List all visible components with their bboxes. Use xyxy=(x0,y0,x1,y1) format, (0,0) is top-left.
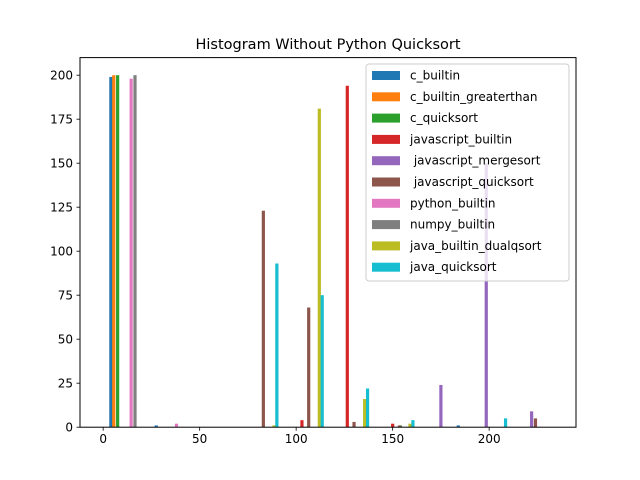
legend-swatch-c-builtin-greaterthan xyxy=(372,92,400,102)
legend-label-c-builtin: c_builtin xyxy=(410,69,460,83)
legend-label-python-builtin: python_builtin xyxy=(410,196,496,210)
bar-javascript-quicksort-3 xyxy=(397,425,402,428)
legend-label-javascript-quicksort: javascript_quicksort xyxy=(410,175,534,189)
bar-javascript-quicksort-1 xyxy=(307,307,311,428)
bar-java-quicksort-1 xyxy=(320,295,324,428)
bar-c-builtin-1 xyxy=(154,425,158,428)
bar-java-builtin-dualqsort-3 xyxy=(408,423,412,428)
bar-java-quicksort-4 xyxy=(503,418,508,428)
legend-label-numpy-builtin: numpy_builtin xyxy=(410,218,495,232)
x-tick-label: 200 xyxy=(478,432,501,446)
bar-javascript-builtin-2 xyxy=(391,423,395,428)
x-tick-label: 150 xyxy=(381,432,404,446)
y-axis: 0 25 50 75 100 125 150 175 200 xyxy=(50,69,80,435)
bar-javascript-builtin-0 xyxy=(300,420,304,428)
bar-java-quicksort-3 xyxy=(411,420,415,428)
bar-java-builtin-dualqsort-0 xyxy=(272,425,276,428)
legend-label-c-builtin-greaterthan: c_builtin_greaterthan xyxy=(410,90,537,104)
bar-numpy-builtin-0 xyxy=(133,75,137,428)
x-tick-label: 50 xyxy=(192,432,207,446)
bar-c-builtin-greaterthan-0 xyxy=(112,75,116,428)
legend-swatch-numpy-builtin xyxy=(372,220,400,230)
bar-c-quicksort-0 xyxy=(116,75,120,428)
legend-swatch-c-quicksort xyxy=(372,113,400,123)
legend-label-javascript-builtin: javascript_builtin xyxy=(409,132,512,146)
legend-box xyxy=(365,63,570,282)
x-axis: 0 50 100 150 200 xyxy=(99,427,501,446)
bar-javascript-quicksort-2 xyxy=(352,421,356,428)
bar-javascript-mergesort-0 xyxy=(439,384,443,428)
bar-javascript-builtin-1 xyxy=(345,85,349,428)
y-tick-label: 50 xyxy=(58,333,73,347)
bar-java-quicksort-0 xyxy=(275,263,279,428)
bar-java-quicksort-2 xyxy=(365,388,370,428)
bar-javascript-mergesort-2 xyxy=(530,411,534,428)
y-tick-label: 25 xyxy=(58,377,73,391)
legend-label-java-builtin-dualqsort: java_builtin_dualqsort xyxy=(409,239,542,253)
y-tick-label: 100 xyxy=(50,245,73,259)
legend-swatch-python-builtin xyxy=(372,198,400,208)
legend-swatch-java-builtin-dualqsort xyxy=(372,241,400,251)
y-tick-label: 0 xyxy=(65,421,73,435)
legend: c_builtin c_builtin_greaterthan c_quicksor… xyxy=(365,63,570,282)
bar-python-builtin-0 xyxy=(129,78,133,428)
y-tick-label: 125 xyxy=(50,201,73,215)
bar-java-builtin-dualqsort-2 xyxy=(363,399,367,428)
bar-c-builtin-2 xyxy=(456,425,460,428)
legend-swatch-javascript-quicksort xyxy=(372,177,400,187)
legend-label-c-quicksort: c_quicksort xyxy=(410,111,478,125)
y-tick-label: 75 xyxy=(58,289,73,303)
x-tick-label: 100 xyxy=(285,432,308,446)
bar-java-builtin-dualqsort-1 xyxy=(317,108,321,428)
x-tick-label: 0 xyxy=(99,432,107,446)
y-tick-label: 200 xyxy=(50,69,73,83)
legend-label-javascript-mergesort: javascript_mergesort xyxy=(410,154,541,168)
bars-group xyxy=(109,75,538,428)
bar-python-builtin-1 xyxy=(174,423,179,428)
legend-label-java-quicksort: java_quicksort xyxy=(409,260,497,274)
y-tick-label: 150 xyxy=(50,157,73,171)
plot-frame xyxy=(79,57,577,428)
legend-swatch-c-builtin xyxy=(372,71,400,80)
bar-c-builtin-0 xyxy=(109,76,113,428)
legend-swatch-java-quicksort xyxy=(372,262,400,272)
y-tick-label: 175 xyxy=(50,113,73,127)
legend-swatch-javascript-builtin xyxy=(372,134,400,144)
bar-javascript-quicksort-4 xyxy=(533,418,538,428)
bar-javascript-mergesort-1 xyxy=(484,163,488,428)
bar-javascript-quicksort-0 xyxy=(261,210,265,428)
legend-swatch-javascript-mergesort xyxy=(372,156,400,166)
chart-title: Histogram Without Python Quicksort xyxy=(195,37,460,53)
